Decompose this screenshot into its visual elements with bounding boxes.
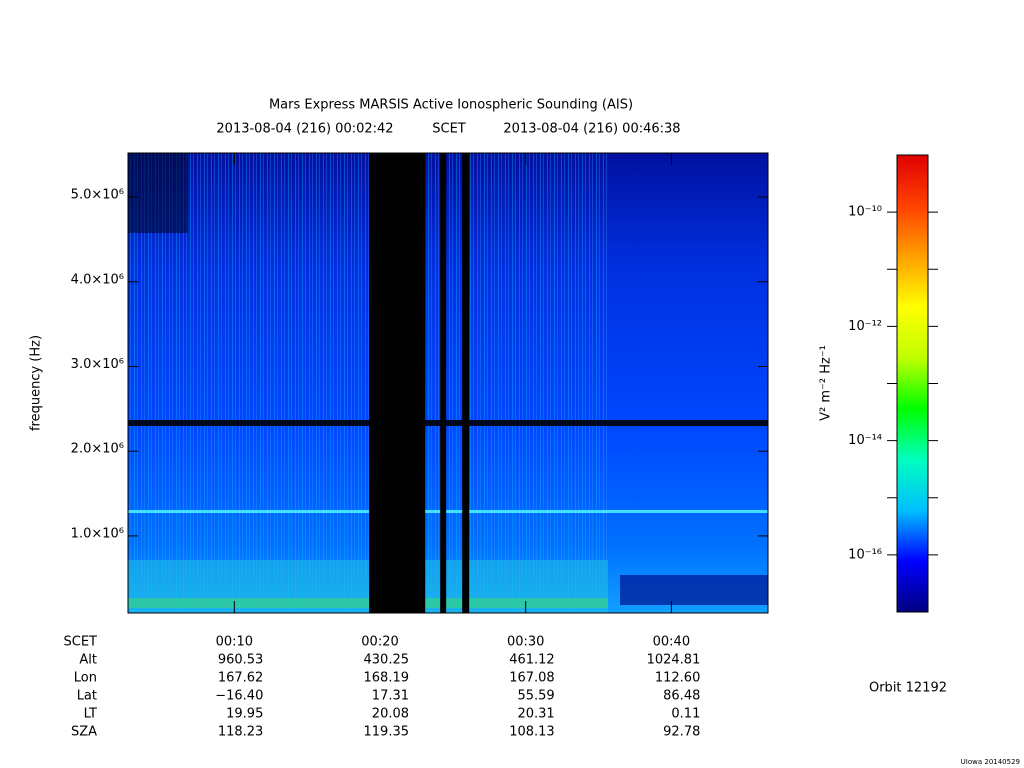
orbit: Orbit 12192 bbox=[869, 681, 947, 696]
ephemeris-label: Lat bbox=[77, 689, 97, 704]
ephemeris-value: 92.78 bbox=[663, 725, 700, 740]
ephemeris-value: 19.95 bbox=[226, 707, 263, 722]
x-tick-label: 00:30 bbox=[507, 635, 544, 650]
ephemeris-value: 430.25 bbox=[364, 653, 410, 668]
x-tick-label: 00:10 bbox=[216, 635, 253, 650]
ephemeris-value: 167.62 bbox=[218, 671, 264, 686]
y-tick-label: 4.0×10⁶ bbox=[71, 272, 124, 287]
x-row-label: SCET bbox=[64, 635, 98, 650]
x-tick-label: 00:20 bbox=[361, 635, 398, 650]
spectrogram-texture bbox=[128, 420, 768, 426]
spectrogram-texture bbox=[128, 598, 608, 608]
ephemeris-value: 118.23 bbox=[218, 725, 264, 740]
x-tick-label: 00:40 bbox=[653, 635, 690, 650]
data-gap bbox=[462, 153, 470, 613]
ephemeris-value: −16.40 bbox=[215, 689, 263, 704]
spectrogram-texture bbox=[128, 153, 608, 613]
ephemeris-value: 0.11 bbox=[671, 707, 700, 722]
ephemeris-value: 112.60 bbox=[655, 671, 701, 686]
data-gap bbox=[369, 153, 426, 613]
ephemeris-label: SZA bbox=[71, 725, 97, 740]
ephemeris-label: Lon bbox=[74, 671, 97, 686]
ephemeris-value: 55.59 bbox=[517, 689, 554, 704]
plot-frame bbox=[127, 152, 769, 614]
start-time: 2013-08-04 (216) 00:02:42 bbox=[216, 122, 393, 137]
ephemeris-value: 86.48 bbox=[663, 689, 700, 704]
ephemeris-value: 461.12 bbox=[509, 653, 555, 668]
y-tick-label: 3.0×10⁶ bbox=[71, 357, 124, 372]
ephemeris-value: 960.53 bbox=[218, 653, 264, 668]
colorbar-tick-label: 10⁻¹⁰ bbox=[848, 205, 882, 220]
ephemeris-value: 168.19 bbox=[364, 671, 410, 686]
ephemeris-label: LT bbox=[84, 707, 97, 722]
y-tick-label: 2.0×10⁶ bbox=[71, 442, 124, 457]
ephemeris-label: Alt bbox=[79, 653, 97, 668]
colorbar-label: V² m⁻² Hz⁻¹ bbox=[819, 345, 834, 421]
spectrogram bbox=[128, 153, 768, 613]
spectrogram-texture bbox=[128, 510, 768, 513]
end-time: 2013-08-04 (216) 00:46:38 bbox=[503, 122, 680, 137]
ephemeris-value: 119.35 bbox=[364, 725, 410, 740]
y-tick-label: 1.0×10⁶ bbox=[71, 526, 124, 541]
y-axis-label: frequency (Hz) bbox=[29, 335, 44, 431]
ephemeris-value: 167.08 bbox=[509, 671, 555, 686]
colorbar-tick-label: 10⁻¹⁴ bbox=[848, 433, 882, 448]
colorbar bbox=[896, 154, 929, 613]
colorbar-tick-label: 10⁻¹⁶ bbox=[848, 547, 882, 562]
ephemeris-value: 20.08 bbox=[372, 707, 409, 722]
ephemeris-value: 1024.81 bbox=[647, 653, 701, 668]
spectrogram-texture bbox=[128, 153, 188, 233]
ephemeris-value: 108.13 bbox=[509, 725, 555, 740]
colorbar-tick-label: 10⁻¹² bbox=[848, 319, 882, 334]
time-system: SCET bbox=[432, 122, 466, 137]
credit: UIowa 20140529 bbox=[961, 758, 1020, 766]
data-gap bbox=[440, 153, 447, 613]
ephemeris-value: 20.31 bbox=[517, 707, 554, 722]
ephemeris-value: 17.31 bbox=[372, 689, 409, 704]
y-tick-label: 5.0×10⁶ bbox=[71, 188, 124, 203]
chart-title: Mars Express MARSIS Active Ionospheric S… bbox=[269, 98, 633, 113]
spectrogram-texture bbox=[620, 575, 768, 605]
